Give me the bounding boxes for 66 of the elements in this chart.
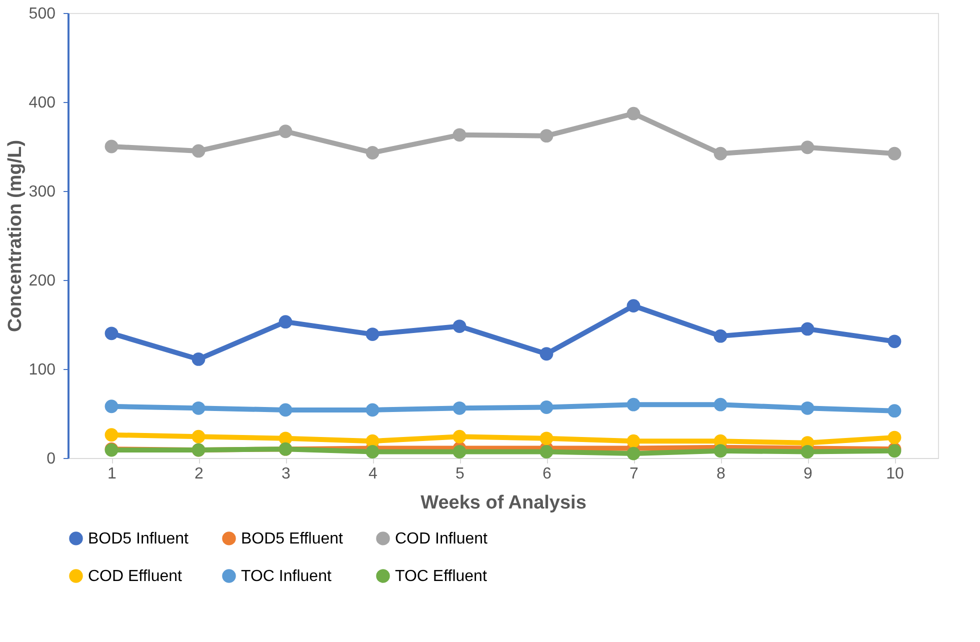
point [714, 146, 728, 160]
point [714, 329, 728, 343]
point [192, 144, 206, 158]
point [104, 140, 118, 154]
point [192, 352, 206, 366]
point [452, 430, 466, 444]
point [714, 444, 728, 458]
point [888, 146, 902, 160]
point [540, 445, 554, 458]
x-tick-label: 7 [630, 466, 639, 482]
point [626, 299, 640, 313]
point [800, 445, 814, 458]
point [626, 434, 640, 448]
x-axis-title: Weeks of Analysis [420, 492, 586, 514]
point [366, 445, 380, 458]
point [452, 445, 466, 458]
x-tick-label: 3 [282, 466, 291, 482]
point [714, 398, 728, 412]
point [888, 334, 902, 348]
x-tick-label: 9 [804, 466, 813, 482]
x-tick-label: 10 [886, 466, 904, 482]
point [626, 106, 640, 120]
y-tick-label: 100 [28, 362, 56, 378]
point [104, 326, 118, 340]
point [192, 430, 206, 444]
point [278, 124, 292, 138]
y-axis-title: Concentration (mg/L) [4, 140, 26, 332]
point [278, 403, 292, 417]
point [888, 430, 902, 444]
point [452, 401, 466, 415]
legend-label: BOD5 Influent [88, 530, 190, 548]
point [104, 428, 118, 442]
point [626, 398, 640, 412]
point [366, 403, 380, 417]
y-tick-label: 400 [28, 94, 56, 112]
x-tick-label: 6 [542, 466, 552, 482]
point [540, 129, 554, 143]
legend-label: TOC Influent [241, 568, 332, 585]
point [452, 128, 466, 142]
point [366, 146, 380, 160]
point [626, 446, 640, 460]
legend-label: COD Influent [395, 530, 488, 548]
x-tick-label: 1 [108, 466, 117, 482]
point [888, 404, 902, 418]
y-tick-label: 300 [28, 184, 56, 200]
y-tick-label: 0 [46, 450, 56, 468]
point [800, 401, 814, 415]
x-tick-label: 5 [456, 466, 465, 482]
point [278, 315, 292, 329]
legend-label: COD Effluent [88, 568, 183, 585]
y-tick-label: 500 [28, 6, 56, 22]
x-tick-label: 2 [194, 466, 204, 482]
legend-label: BOD5 Effluent [241, 530, 344, 548]
point [366, 328, 380, 341]
x-tick-label: 8 [716, 466, 726, 482]
y-tick-label: 200 [28, 272, 56, 290]
point [800, 322, 814, 336]
point [192, 401, 206, 415]
point [540, 432, 554, 446]
x-tick-label: 4 [368, 466, 378, 482]
point [540, 347, 554, 361]
point [104, 400, 118, 414]
point [540, 400, 554, 414]
legend-label: TOC Effluent [395, 568, 488, 585]
point [800, 140, 814, 154]
point [452, 320, 466, 333]
